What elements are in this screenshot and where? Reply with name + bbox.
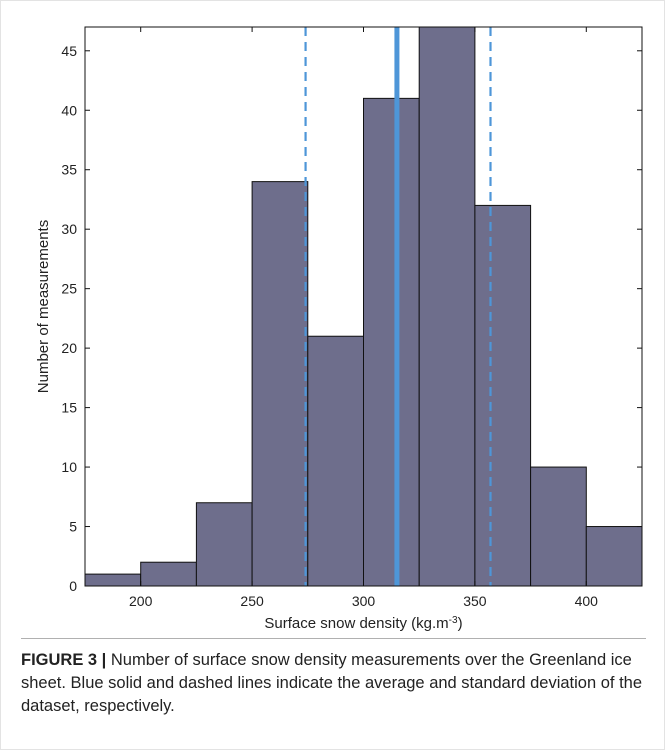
y-tick-label: 15 — [61, 400, 77, 416]
histogram-bar — [84, 573, 142, 587]
y-tick-label: 0 — [69, 578, 77, 594]
x-axis-title-main: Surface snow density (kg.m — [264, 615, 448, 631]
x-ticks-layer: 200 250 300 350 400 — [129, 27, 598, 609]
x-tick-label: 200 — [129, 593, 153, 609]
figure-caption: FIGURE 3 | Number of surface snow densit… — [21, 649, 651, 718]
x-tick-label: 350 — [463, 593, 487, 609]
y-ticks-layer: 0 5 10 15 20 25 30 35 40 45 — [61, 43, 642, 594]
y-tick-label: 40 — [61, 102, 77, 118]
histogram-chart: 200 250 300 350 400 0 5 10 15 20 25 30 35 40 45 Surfa… — [35, 26, 643, 632]
histogram-bar — [307, 335, 364, 587]
x-axis-title-superscript: -3 — [449, 615, 458, 626]
y-tick-label: 20 — [61, 340, 77, 356]
x-axis-title-suffix: ) — [458, 615, 463, 631]
y-tick-label: 30 — [61, 221, 77, 237]
y-tick-label: 25 — [61, 281, 77, 297]
x-axis-title: Surface snow density (kg.m-3) — [264, 615, 462, 632]
y-tick-label: 10 — [61, 459, 77, 475]
caption-label: FIGURE 3 | — [21, 651, 107, 669]
histogram-bar — [585, 526, 643, 587]
histogram-bar — [418, 26, 476, 587]
y-tick-label: 35 — [61, 162, 77, 178]
bars-layer — [84, 26, 643, 587]
x-tick-label: 400 — [575, 593, 599, 609]
histogram-bar — [251, 181, 309, 587]
reference-lines-layer — [304, 27, 492, 586]
histogram-bar — [474, 204, 532, 587]
histogram-bar — [195, 502, 253, 587]
y-tick-label: 45 — [61, 43, 77, 59]
y-axis-title: Number of measurements — [35, 220, 52, 393]
y-tick-label: 5 — [69, 519, 77, 535]
caption-divider — [21, 638, 646, 639]
histogram-bar — [363, 97, 420, 587]
x-tick-label: 250 — [240, 593, 264, 609]
caption-text: Number of surface snow density measureme… — [21, 651, 643, 715]
histogram-bar — [530, 466, 587, 587]
x-tick-label: 300 — [352, 593, 376, 609]
histogram-bar — [140, 561, 197, 587]
